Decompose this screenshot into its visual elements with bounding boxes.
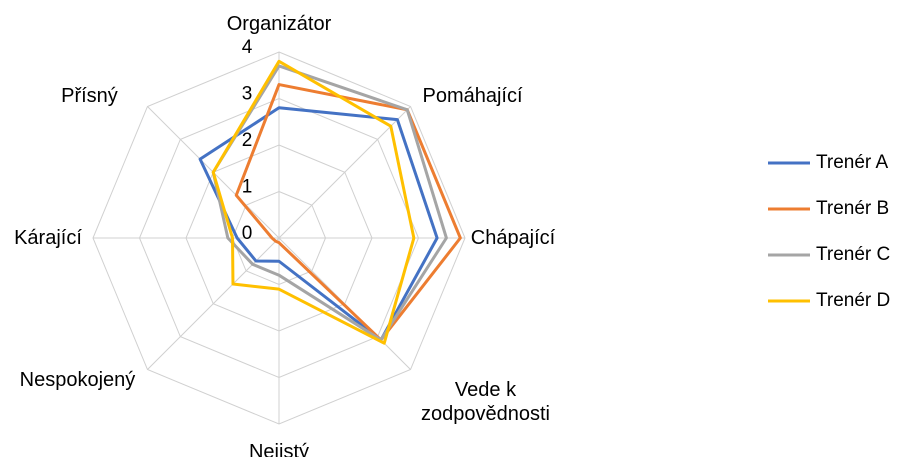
axis-label: Vede k zodpovědnosti (421, 378, 550, 425)
series-line (211, 59, 416, 345)
series-line (234, 83, 462, 342)
tick-label: 4 (242, 37, 253, 58)
legend-label: Trenér C (816, 244, 890, 265)
tick-label: 2 (242, 130, 253, 151)
grid-ring (185, 144, 373, 332)
grid-ring (138, 97, 420, 379)
grid-ring (92, 51, 466, 425)
axis-label: Kárající (14, 227, 82, 249)
grid-ring (231, 190, 327, 286)
axis-label: Pomáhající (422, 85, 523, 108)
series-line (198, 106, 439, 342)
tick-label: 3 (242, 84, 253, 105)
tick-label: 0 (242, 223, 253, 244)
tick-label: 1 (242, 177, 253, 198)
axis-label: Přísný (61, 85, 118, 108)
axis-label: Chápající (470, 227, 556, 249)
legend-label: Trenér D (816, 290, 890, 311)
axis-label: Nespokojený (19, 368, 136, 391)
legend-label: Trenér B (816, 198, 889, 219)
axis-label: Organizátor (226, 13, 332, 35)
legend-label: Trenér A (816, 152, 888, 173)
axis-label: Nejistý (248, 441, 310, 457)
